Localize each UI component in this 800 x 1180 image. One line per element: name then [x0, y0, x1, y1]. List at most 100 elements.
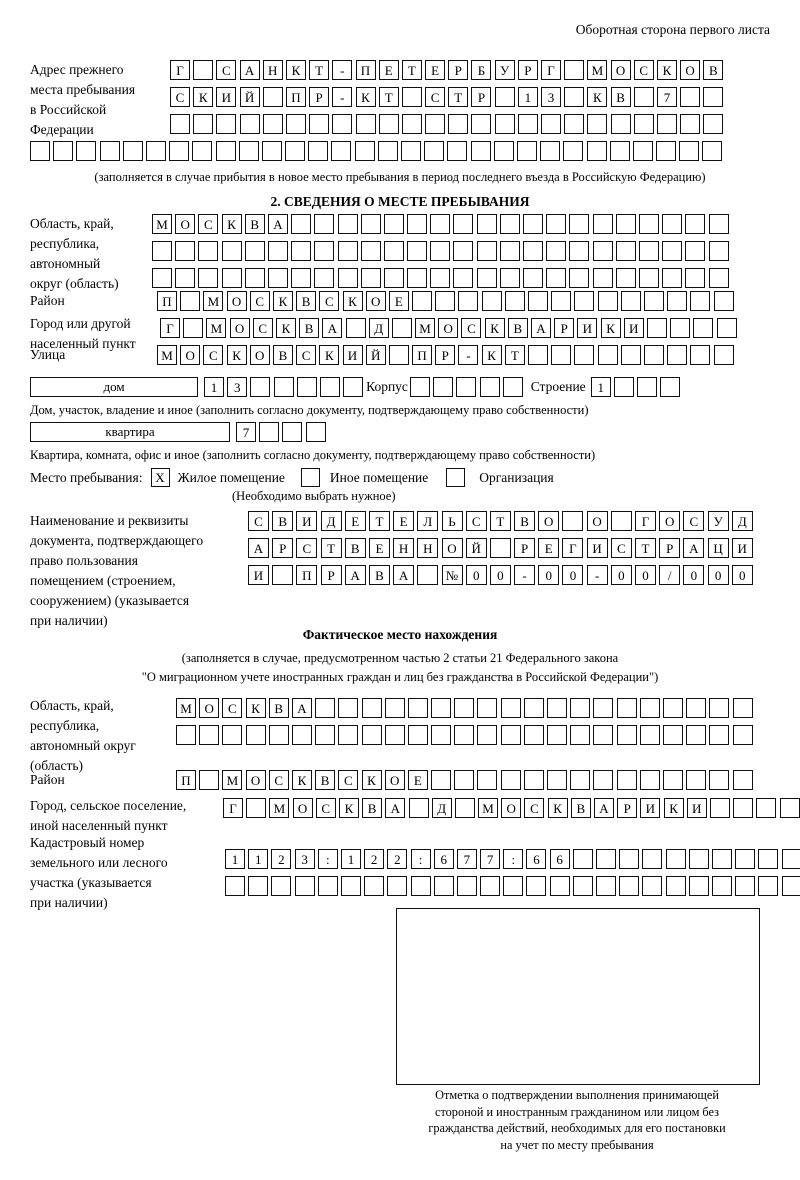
char-cell[interactable]: [409, 377, 430, 397]
char-cell[interactable]: [248, 876, 269, 896]
char-cell[interactable]: Р: [554, 318, 575, 338]
char-cell[interactable]: [547, 698, 567, 718]
char-cell[interactable]: [596, 876, 616, 896]
char-cell[interactable]: [308, 141, 329, 161]
char-cell[interactable]: И: [640, 798, 661, 818]
char-cell[interactable]: [430, 241, 451, 261]
char-cell[interactable]: М: [222, 770, 243, 790]
char-cell[interactable]: [642, 876, 663, 896]
char-cell[interactable]: 6: [549, 849, 570, 869]
char-cell[interactable]: [479, 377, 500, 397]
char-cell[interactable]: И: [577, 318, 598, 338]
char-cell[interactable]: А: [322, 318, 343, 338]
char-cell[interactable]: 7: [480, 849, 501, 869]
char-cell[interactable]: [294, 876, 315, 896]
char-cell[interactable]: 3: [541, 87, 561, 107]
char-cell[interactable]: А: [531, 318, 551, 338]
char-cell[interactable]: [383, 214, 404, 234]
char-cell[interactable]: [481, 291, 502, 311]
char-cell[interactable]: [377, 141, 398, 161]
char-cell[interactable]: С: [524, 798, 545, 818]
char-cell[interactable]: [401, 114, 422, 134]
char-cell[interactable]: [499, 268, 520, 288]
cadastral-row-2[interactable]: [225, 876, 800, 896]
char-cell[interactable]: [686, 770, 707, 790]
char-cell[interactable]: [199, 725, 220, 745]
char-cell[interactable]: [176, 725, 196, 745]
char-cell[interactable]: [616, 770, 637, 790]
char-cell[interactable]: К: [275, 318, 296, 338]
char-cell[interactable]: [665, 876, 686, 896]
char-cell[interactable]: [259, 422, 280, 442]
char-cell[interactable]: В: [362, 798, 383, 818]
char-cell[interactable]: Г: [562, 538, 584, 558]
char-cell[interactable]: С: [319, 291, 340, 311]
char-cell[interactable]: К: [272, 291, 293, 311]
char-cell[interactable]: [309, 114, 330, 134]
char-cell[interactable]: [735, 849, 756, 869]
char-cell[interactable]: М: [176, 698, 196, 718]
char-cell[interactable]: [433, 377, 454, 397]
char-cell[interactable]: К: [226, 345, 247, 365]
char-cell[interactable]: [244, 241, 265, 261]
char-cell[interactable]: [709, 770, 730, 790]
char-cell[interactable]: [546, 241, 567, 261]
char-cell[interactable]: 1: [204, 377, 224, 397]
char-cell[interactable]: [620, 291, 641, 311]
char-cell[interactable]: [360, 268, 381, 288]
char-cell[interactable]: О: [180, 345, 201, 365]
char-cell[interactable]: [383, 268, 404, 288]
char-cell[interactable]: П: [176, 770, 196, 790]
char-cell[interactable]: А: [267, 214, 288, 234]
char-cell[interactable]: [476, 214, 497, 234]
char-cell[interactable]: [338, 725, 359, 745]
char-cell[interactable]: Н: [417, 538, 439, 558]
char-cell[interactable]: [639, 770, 660, 790]
char-cell[interactable]: [709, 798, 730, 818]
char-cell[interactable]: [732, 725, 753, 745]
char-cell[interactable]: [285, 141, 306, 161]
char-cell[interactable]: 0: [635, 565, 656, 585]
char-cell[interactable]: Г: [541, 60, 561, 80]
char-cell[interactable]: [660, 377, 681, 397]
char-cell[interactable]: [586, 141, 607, 161]
char-cell[interactable]: К: [656, 60, 677, 80]
char-cell[interactable]: В: [570, 798, 591, 818]
char-cell[interactable]: С: [338, 770, 359, 790]
char-cell[interactable]: У: [707, 511, 729, 531]
char-cell[interactable]: К: [193, 87, 214, 107]
char-cell[interactable]: М: [587, 60, 608, 80]
char-cell[interactable]: [317, 876, 338, 896]
char-cell[interactable]: Р: [471, 87, 492, 107]
char-cell[interactable]: А: [291, 698, 312, 718]
char-cell[interactable]: [642, 849, 663, 869]
actual-region-row-2[interactable]: [176, 725, 753, 745]
char-cell[interactable]: [569, 268, 590, 288]
char-cell[interactable]: [528, 345, 548, 365]
char-cell[interactable]: [273, 377, 294, 397]
char-cell[interactable]: [516, 141, 537, 161]
char-cell[interactable]: [637, 377, 658, 397]
char-cell[interactable]: [690, 291, 711, 311]
char-cell[interactable]: [500, 725, 521, 745]
char-cell[interactable]: Т: [378, 87, 399, 107]
char-cell[interactable]: Н: [393, 538, 415, 558]
char-cell[interactable]: О: [365, 291, 386, 311]
char-cell[interactable]: [781, 876, 800, 896]
char-cell[interactable]: [564, 60, 585, 80]
char-cell[interactable]: Е: [393, 511, 415, 531]
char-cell[interactable]: [477, 725, 498, 745]
char-cell[interactable]: Е: [368, 538, 390, 558]
char-cell[interactable]: И: [686, 798, 707, 818]
char-cell[interactable]: О: [199, 698, 220, 718]
char-cell[interactable]: [296, 377, 317, 397]
char-cell[interactable]: [337, 268, 358, 288]
char-cell[interactable]: [662, 770, 683, 790]
char-cell[interactable]: [593, 770, 614, 790]
